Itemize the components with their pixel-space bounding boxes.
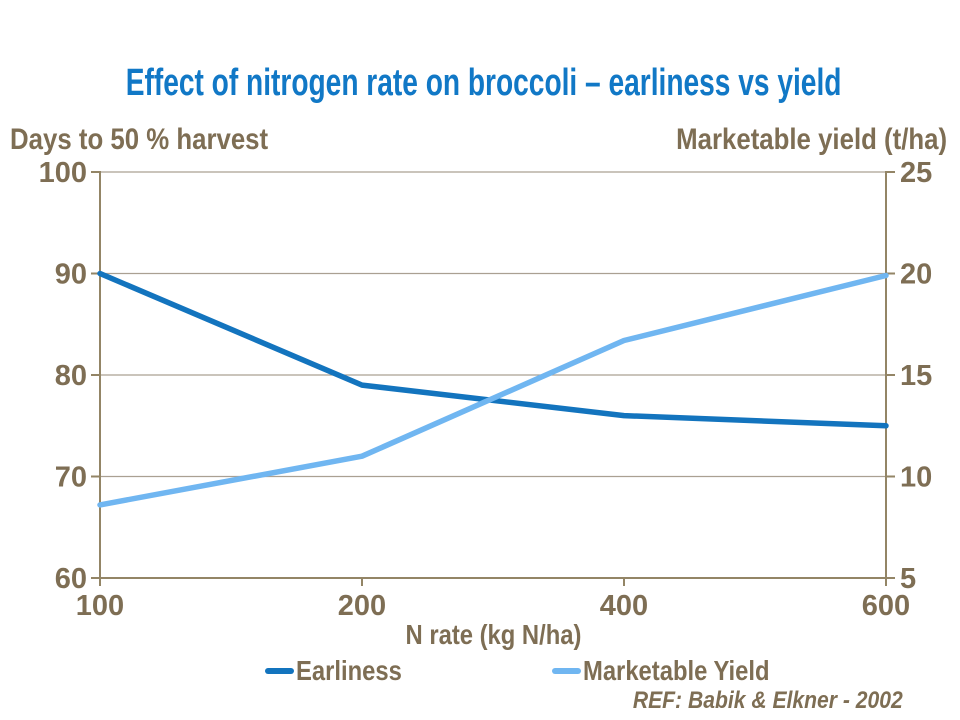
chart-title-text: Effect of nitrogen rate on broccoli – ea… [125,62,842,104]
left-axis-tick-label: 100 [39,157,87,189]
earliness-line-swatch [265,668,294,674]
right-axis-tick-label: 15 [900,360,932,392]
x-axis-tick-label: 100 [76,590,124,622]
series-line-marketable-yield [97,272,889,508]
x-axis-title: N rate (kg N/ha) [405,619,581,650]
chart-title: Effect of nitrogen rate on broccoli – ea… [0,62,960,105]
left-axis-title: Days to 50 % harvest [10,123,269,156]
marketable-yield-line-swatch [552,668,581,674]
x-axis-tick-label: 200 [338,590,386,622]
legend-label-earliness: Earliness [296,655,402,686]
right-axis-tick-label: 10 [900,462,932,494]
reference-note: REF: Babik & Elkner - 2002 [633,687,903,714]
legend-item-earliness: Earliness [265,655,421,686]
right-axis-tick-label: 25 [900,157,932,189]
left-axis-tick-label: 70 [55,462,87,494]
left-axis-tick-label: 90 [55,259,87,291]
legend-label-marketable-yield: Marketable Yield [583,655,770,686]
right-axis-tick-label: 5 [900,563,916,595]
left-axis-tick-label: 60 [55,563,87,595]
left-axis-tick-label: 80 [55,360,87,392]
series-line-earliness [97,270,889,429]
right-axis-tick-label: 20 [900,259,932,291]
legend-item-marketable-yield: Marketable Yield [552,655,802,686]
x-axis-tick-label: 600 [862,590,910,622]
x-axis-tick-label: 400 [600,590,648,622]
right-axis-title: Marketable yield (t/ha) [676,123,947,156]
